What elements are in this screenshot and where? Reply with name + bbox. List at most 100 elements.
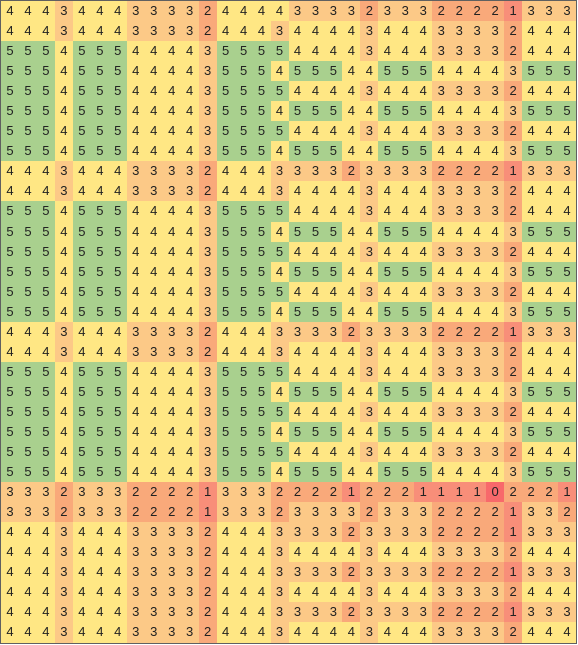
grid-cell: 4 <box>288 361 307 382</box>
grid-cell: 4 <box>144 61 163 82</box>
grid-cell: 3 <box>360 562 379 583</box>
grid-cell: 1 <box>468 482 487 503</box>
grid-cell: 5 <box>234 281 253 302</box>
grid-cell: 4 <box>522 201 541 222</box>
grid-cell: 5 <box>252 401 271 422</box>
grid-cell: 2 <box>54 482 73 503</box>
grid-cell: 5 <box>18 381 37 402</box>
grid-cell: 5 <box>288 301 307 322</box>
grid-cell: 4 <box>306 201 325 222</box>
grid-cell: 5 <box>72 421 91 443</box>
grid-cell: 4 <box>180 261 199 282</box>
grid-cell: 3 <box>522 522 541 543</box>
grid-cell: 3 <box>450 542 469 563</box>
grid-cell: 5 <box>216 141 235 162</box>
grid-cell: 5 <box>1 401 19 422</box>
grid-cell: 4 <box>522 341 541 362</box>
grid-cell: 5 <box>36 81 55 102</box>
grid-cell: 5 <box>270 81 289 102</box>
grid-cell: 2 <box>270 502 289 523</box>
grid-cell: 4 <box>306 21 325 42</box>
grid-cell: 5 <box>1 81 19 102</box>
grid-cell: 2 <box>486 1 505 22</box>
grid-cell: 3 <box>180 522 199 543</box>
grid-cell: 3 <box>342 1 361 22</box>
grid-cell: 3 <box>360 121 379 142</box>
grid-cell: 3 <box>180 21 199 42</box>
grid-cell: 5 <box>234 201 253 222</box>
grid-cell: 4 <box>360 61 379 82</box>
grid-cell: 5 <box>18 141 37 162</box>
grid-cell: 5 <box>36 121 55 142</box>
grid-cell: 5 <box>324 462 343 483</box>
grid-cell: 4 <box>252 542 271 563</box>
grid-cell: 3 <box>378 321 397 342</box>
grid-cell: 4 <box>18 1 37 22</box>
grid-cell: 4 <box>1 562 19 583</box>
grid-cell: 4 <box>162 201 181 222</box>
grid-cell: 3 <box>360 602 379 623</box>
grid-cell: 5 <box>306 101 325 122</box>
grid-cell: 4 <box>522 582 541 603</box>
grid-cell: 2 <box>504 241 523 262</box>
grid-cell: 4 <box>36 542 55 563</box>
grid-cell: 5 <box>18 361 37 382</box>
grid-cell: 3 <box>486 181 505 202</box>
grid-cell: 5 <box>558 141 576 162</box>
grid-cell: 5 <box>234 462 253 483</box>
grid-cell: 4 <box>54 221 73 242</box>
grid-cell: 3 <box>162 181 181 202</box>
grid-cell: 4 <box>126 121 145 142</box>
grid-cell: 4 <box>54 61 73 82</box>
grid-cell: 3 <box>450 41 469 62</box>
grid-cell: 3 <box>342 502 361 523</box>
grid-cell: 5 <box>36 421 55 443</box>
grid-cell: 2 <box>504 442 523 463</box>
grid-cell: 2 <box>504 41 523 62</box>
grid-cell: 4 <box>216 582 235 603</box>
grid-cell: 3 <box>486 341 505 362</box>
grid-cell: 4 <box>90 622 109 643</box>
grid-cell: 5 <box>252 261 271 282</box>
grid-cell: 5 <box>378 221 397 242</box>
grid-cell: 4 <box>18 602 37 623</box>
grid-cell: 4 <box>18 522 37 543</box>
grid-cell: 4 <box>126 221 145 242</box>
grid-cell: 2 <box>198 622 217 643</box>
grid-cell: 5 <box>270 41 289 62</box>
grid-cell: 2 <box>504 582 523 603</box>
grid-cell: 4 <box>108 622 127 643</box>
grid-cell: 3 <box>270 582 289 603</box>
grid-cell: 4 <box>432 101 451 122</box>
grid-cell: 3 <box>486 81 505 102</box>
grid-cell: 5 <box>1 141 19 162</box>
grid-cell: 3 <box>468 582 487 603</box>
grid-cell: 4 <box>54 381 73 402</box>
grid-cell: 5 <box>1 442 19 463</box>
grid-cell: 5 <box>414 101 433 122</box>
grid-cell: 4 <box>306 341 325 362</box>
grid-cell: 2 <box>198 582 217 603</box>
grid-cell: 4 <box>468 301 487 322</box>
grid-cell: 4 <box>216 341 235 362</box>
grid-cell: 5 <box>18 81 37 102</box>
grid-cell: 2 <box>486 602 505 623</box>
grid-cell: 3 <box>504 61 523 82</box>
grid-cell: 4 <box>414 542 433 563</box>
grid-cell: 4 <box>162 81 181 102</box>
grid-cell: 4 <box>126 141 145 162</box>
grid-cell: 4 <box>432 421 451 443</box>
grid-cell: 4 <box>72 562 91 583</box>
grid-cell: 4 <box>216 602 235 623</box>
grid-cell: 4 <box>342 442 361 463</box>
grid-cell: 1 <box>432 482 451 503</box>
grid-cell: 4 <box>342 181 361 202</box>
grid-cell: 4 <box>216 542 235 563</box>
grid-cell: 4 <box>54 241 73 262</box>
grid-cell: 3 <box>270 321 289 342</box>
grid-cell: 5 <box>234 421 253 443</box>
grid-cell: 4 <box>522 622 541 643</box>
grid-cell: 4 <box>414 21 433 42</box>
grid-cell: 1 <box>558 482 576 503</box>
grid-cell: 5 <box>234 442 253 463</box>
